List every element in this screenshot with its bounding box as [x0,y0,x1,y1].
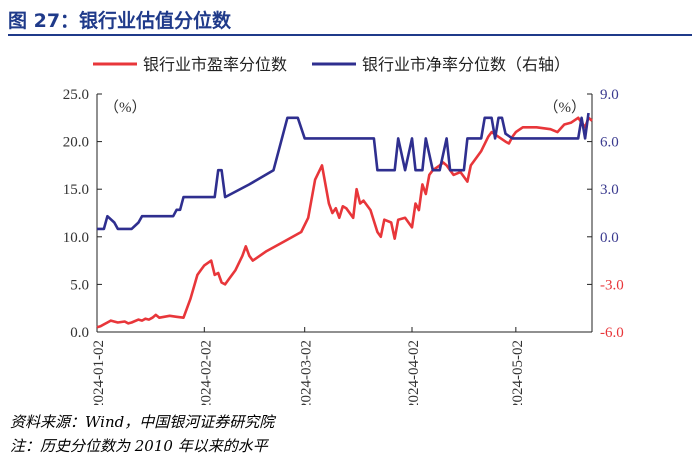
left-unit-label: （%） [104,99,147,116]
legend-label-2: 银行业市净率分位数（右轴） [362,56,570,74]
y-right-tick-label: 0.0 [600,230,619,246]
y-right-tick-label: 3.0 [600,182,619,198]
y-left-tick-label: 0.0 [70,325,89,341]
axes: 0.0 5.0 10.0 15.0 20.0 25.0 -6.0 -3.0 0.0 3.0 6.0 9… [63,87,624,405]
x-tick-group: 2024-01-02 [91,340,107,405]
series-line-2 [97,112,590,231]
y-right-tick-label: 6.0 [600,135,619,151]
y-left-tick-label: 10.0 [63,230,89,246]
y-left-tick-label: 25.0 [63,87,89,103]
source-note: 资料来源：Wind，中国银河证券研究院 [10,413,275,431]
y-left-tick-label: 15.0 [63,182,89,198]
footnote: 注：历史分位数为 2010 年以来的水平 [10,437,268,455]
x-tick-group: 2024-04-02 [406,340,422,405]
y-right-tick-label: 9.0 [600,87,619,103]
series-lines [96,112,593,329]
title-bar: 图 27：银行业估值分位数 [8,4,692,36]
x-tick-label: 2024-05-02 [510,340,526,405]
x-tick-label: 2024-04-02 [406,340,422,405]
y-right-tick-label: -6.0 [600,325,624,341]
y-left-tick-label: 5.0 [70,277,89,293]
x-tick-group: 2024-02-02 [198,340,214,405]
figure-title: 图 27：银行业估值分位数 [8,10,232,32]
legend-label-1: 银行业市盈率分位数 [143,56,287,74]
notes: 资料来源：Wind，中国银河证券研究院 注：历史分位数为 2010 年以来的水平 [10,410,274,458]
x-tick-label: 2024-03-02 [299,340,315,405]
x-tick-group: 2024-05-02 [510,340,526,405]
x-tick-label: 2024-02-02 [198,340,214,405]
right-unit-label: （%） [544,99,587,116]
legend: 银行业市盈率分位数 银行业市净率分位数（右轴） [93,56,570,74]
x-tick-label: 2024-01-02 [91,340,107,405]
chart: 银行业市盈率分位数 银行业市净率分位数（右轴） 0.0 5.0 10.0 15.0 20.… [63,56,624,405]
y-left-tick-label: 20.0 [63,135,89,151]
x-tick-group: 2024-03-02 [299,340,315,405]
y-right-tick-label: -3.0 [600,277,624,293]
series-line-1 [96,116,593,329]
